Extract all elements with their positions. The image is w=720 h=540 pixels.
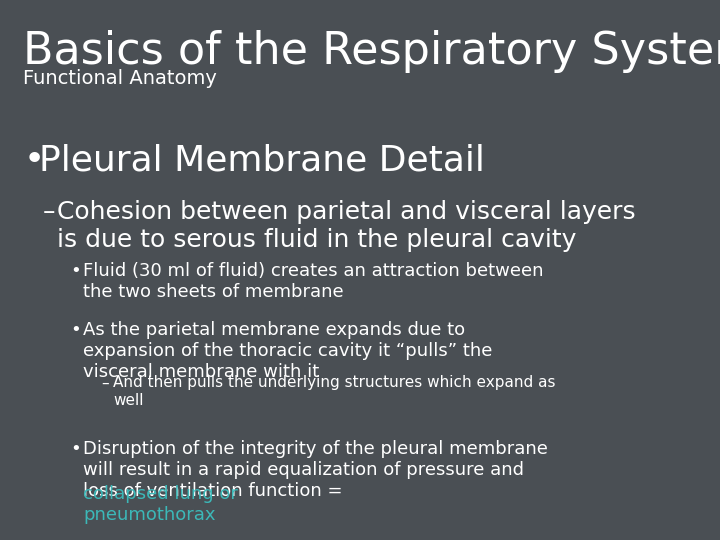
Text: •: • — [70, 262, 81, 280]
Text: And then pulls the underlying structures which expand as
well: And then pulls the underlying structures… — [113, 375, 556, 408]
Text: Fluid (30 ml of fluid) creates an attraction between
the two sheets of membrane: Fluid (30 ml of fluid) creates an attrac… — [83, 262, 544, 301]
Text: Basics of the Respiratory System: Basics of the Respiratory System — [23, 30, 720, 73]
Text: Functional Anatomy: Functional Anatomy — [23, 69, 217, 88]
Text: Cohesion between parietal and visceral layers
is due to serous fluid in the pleu: Cohesion between parietal and visceral l… — [57, 200, 636, 252]
Text: •: • — [23, 143, 45, 177]
Text: Pleural Membrane Detail: Pleural Membrane Detail — [39, 143, 485, 177]
Text: Disruption of the integrity of the pleural membrane
will result in a rapid equal: Disruption of the integrity of the pleur… — [83, 440, 548, 500]
Text: As the parietal membrane expands due to
expansion of the thoracic cavity it “pul: As the parietal membrane expands due to … — [83, 321, 492, 381]
Text: –: – — [42, 200, 55, 224]
Text: •: • — [70, 440, 81, 458]
Text: –: – — [101, 375, 109, 390]
Text: collapsed lung or
pneumothorax: collapsed lung or pneumothorax — [83, 485, 238, 524]
Text: •: • — [70, 321, 81, 339]
